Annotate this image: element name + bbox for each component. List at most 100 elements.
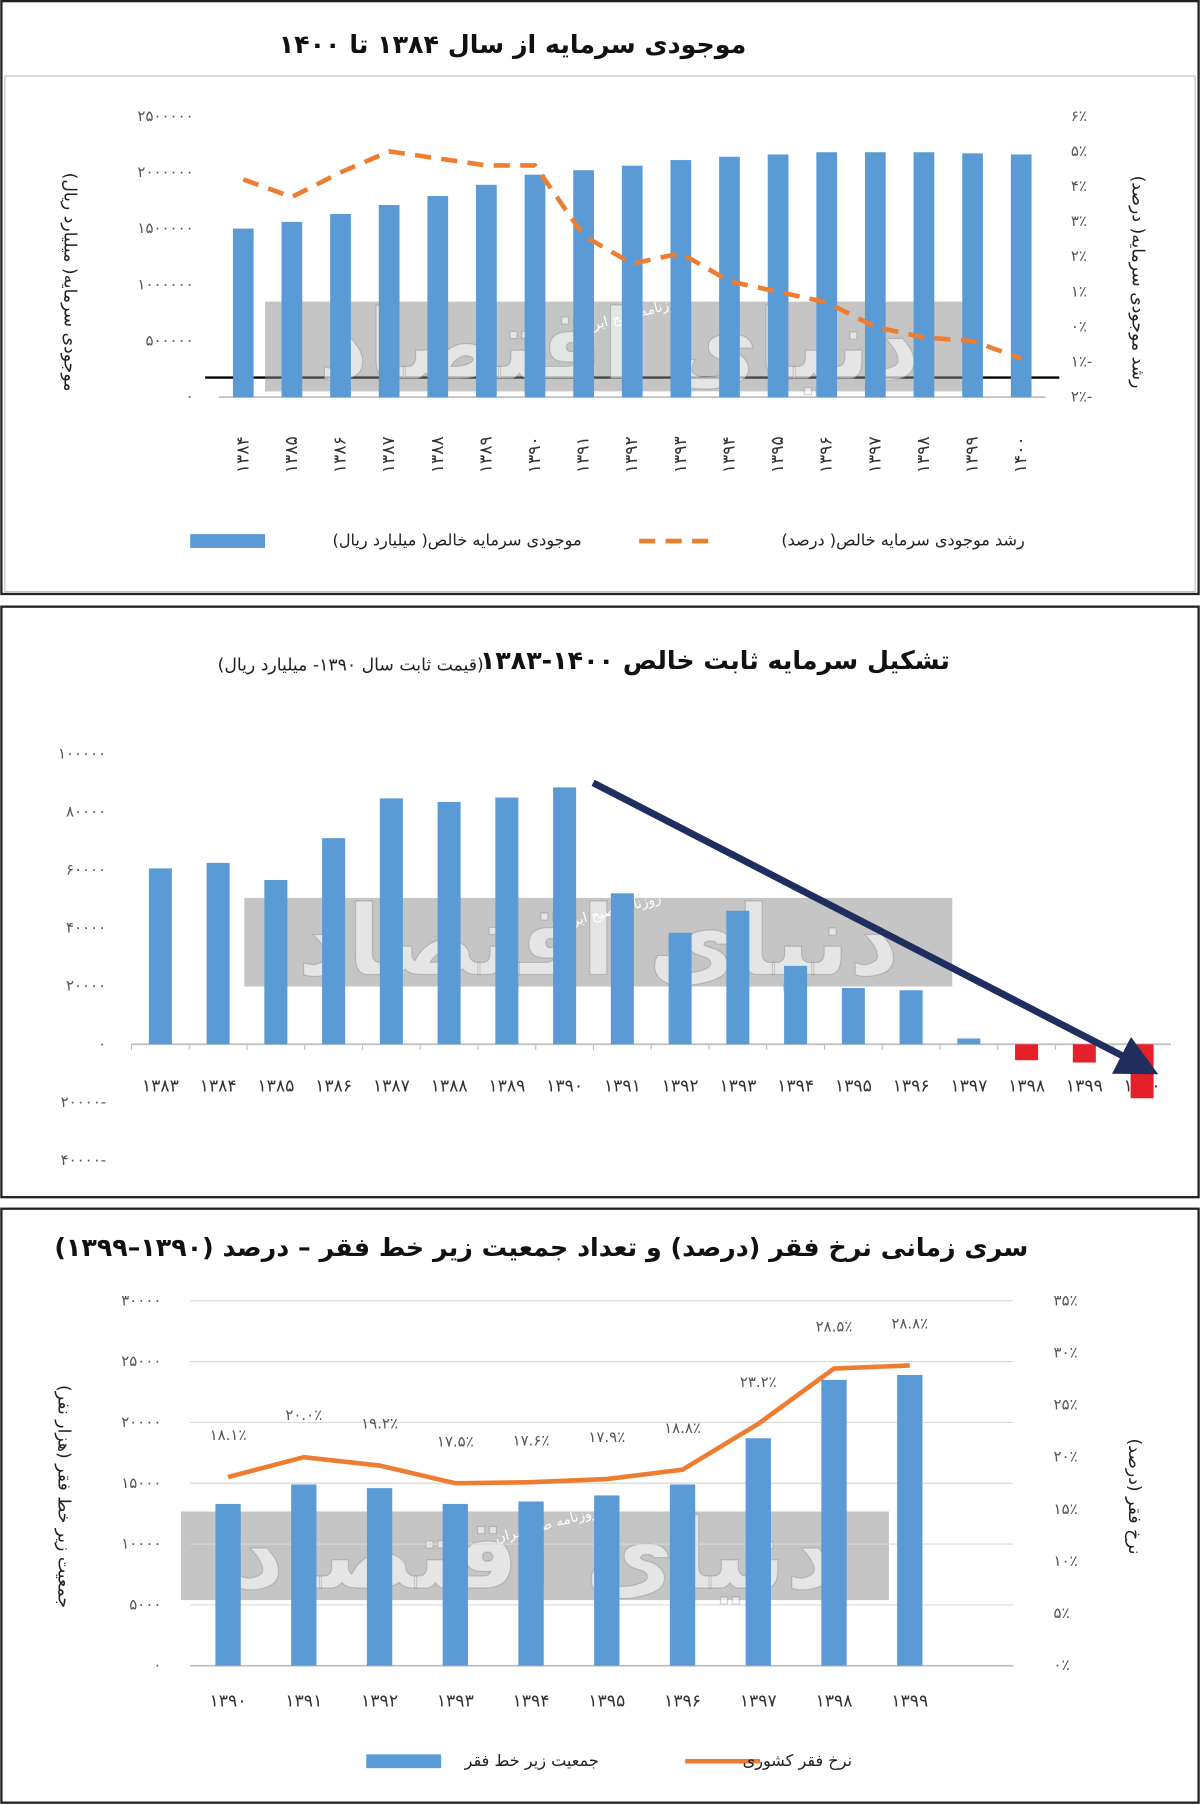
bar (1130, 1044, 1154, 1099)
y-axis-title: موجودی سرمایه( میلیارد ریال) (59, 173, 79, 392)
y2-tick-label: ۴٪ (1071, 177, 1087, 195)
legend-label: رشد موجودی سرمایه خالص( درصد) (781, 531, 1024, 551)
x-tick-label: ۱۳۹۳ (437, 1691, 474, 1711)
legend-swatch (366, 1754, 442, 1769)
y-tick-label: ۵۰۰۰۰۰ (145, 331, 193, 349)
y2-tick-label: ۱۰٪ (1054, 1552, 1078, 1570)
bar (366, 1488, 393, 1666)
y2-axis-title: رشد موجودی سرمایه( درصد) (1128, 176, 1148, 389)
x-tick-label: ۱۳۹۷ (950, 1077, 987, 1097)
y2-tick-label: ۱۵٪ (1054, 1500, 1078, 1518)
y-tick-label: ۰ (153, 1656, 161, 1674)
bar (767, 154, 789, 398)
y-tick-label: ۱۵۰۰۰ (121, 1474, 161, 1492)
y2-tick-label: ۵٪ (1054, 1604, 1070, 1622)
x-tick-label: ۱۳۹۹ (891, 1691, 928, 1711)
bar (264, 879, 288, 1045)
bar (437, 801, 461, 1045)
x-tick-label: ۱۳۹۶ (893, 1077, 930, 1097)
x-tick-label: ۱۳۹۹ (963, 436, 983, 473)
bar (1072, 1044, 1096, 1063)
y2-tick-label: ۳٪ (1071, 212, 1087, 230)
y2-tick-label: ۶٪ (1071, 107, 1087, 125)
chart-title: سری زمانی نرخ فقر (درصد) و تعداد جمعیت ز… (54, 1232, 1028, 1263)
x-tick-label: ۱۳۹۳ (719, 1077, 756, 1097)
y-tick-label: ۲۰۰۰۰- (61, 1093, 107, 1111)
x-tick-label: ۱۳۸۹ (476, 436, 496, 473)
x-tick-label: ۱۳۹۱ (285, 1691, 322, 1711)
x-tick-label: ۱۳۸۹ (488, 1077, 525, 1097)
x-tick-label: ۱۳۹۱ (574, 436, 594, 473)
watermark-band (244, 897, 953, 987)
y-tick-label: ۸۰۰۰۰ (66, 803, 106, 821)
x-tick-label: ۱۳۸۳ (142, 1077, 179, 1097)
bar (215, 1503, 241, 1666)
x-tick-label: ۱۳۹۸ (815, 1691, 852, 1711)
x-tick-label: ۱۳۸۸ (431, 1077, 468, 1097)
x-tick-label: ۱۳۹۱ (604, 1077, 641, 1097)
line (227, 1363, 910, 1486)
y-tick-label: ۳۰۰۰۰ (121, 1291, 161, 1309)
trend-arrow (591, 779, 1159, 1075)
bar (442, 1503, 468, 1666)
bar (573, 170, 594, 398)
data-label: ۲۸.۵٪ (816, 1318, 853, 1336)
bar (518, 1501, 544, 1666)
x-tick-label: ۱۳۹۸ (914, 436, 934, 473)
x-tick-label: ۱۳۸۴ (200, 1077, 237, 1097)
x-tick-label: ۱۳۸۸ (428, 436, 448, 473)
chart-title: تشکیل سرمایه ثابت خالص ۱۴۰۰-۱۳۸۳ (480, 645, 950, 676)
x-tick-label: ۱۳۹۶ (817, 436, 837, 473)
y2-tick-label: ۲٪- (1071, 388, 1092, 406)
y-tick-label: ۵۰۰۰ (129, 1595, 161, 1613)
y2-tick-label: ۰٪ (1054, 1656, 1070, 1674)
data-label: ۲۳.۲٪ (740, 1373, 777, 1391)
x-tick-label: ۱۳۸۵ (257, 1077, 294, 1097)
bar (594, 1495, 620, 1666)
bar (322, 838, 346, 1045)
x-tick-label: ۱۳۸۷ (379, 436, 399, 473)
bar (206, 862, 230, 1045)
x-tick-label: ۱۳۹۷ (865, 436, 885, 473)
data-label: ۱۷.۹٪ (588, 1428, 625, 1446)
bar (821, 1379, 847, 1666)
x-tick-label: ۱۳۹۲ (622, 436, 642, 473)
bar (913, 152, 935, 398)
y-tick-label: ۶۰۰۰۰ (66, 861, 106, 879)
bar (669, 1484, 696, 1666)
y-tick-label: ۴۰۰۰۰ (66, 919, 106, 937)
bar (745, 1438, 771, 1666)
legend-label: موجودی سرمایه خالص( میلیارد ریال) (333, 531, 582, 551)
bar (232, 228, 254, 398)
bar (621, 165, 643, 398)
y-tick-label: ۲۵۰۰۰۰۰ (137, 107, 193, 125)
data-label: ۱۷.۶٪ (513, 1431, 550, 1449)
y2-tick-label: ۲۰٪ (1054, 1448, 1078, 1466)
chart-subtitle: (قیمت ثابت سال ۱۳۹۰- میلیارد ریال) (218, 655, 484, 675)
y-tick-label: ۴۰۰۰۰- (61, 1151, 107, 1169)
bar (784, 965, 808, 1045)
bar (1010, 154, 1032, 398)
data-label: ۱۹.۲٪ (361, 1415, 398, 1433)
y2-tick-label: ۳۵٪ (1054, 1291, 1078, 1309)
bar (378, 205, 400, 398)
bar (719, 156, 740, 398)
x-tick-label: ۱۳۹۰ (546, 1077, 583, 1097)
y2-tick-label: ۱٪ (1071, 282, 1087, 300)
data-label: ۲۰.۰٪ (285, 1406, 322, 1424)
data-label: ۱۸.۱٪ (210, 1426, 247, 1444)
bar (553, 787, 577, 1045)
bar (379, 798, 403, 1045)
data-label: ۱۸.۸٪ (664, 1419, 701, 1437)
y-axis-title: جمعیت زیر خط فقر (هزار نفر) (54, 1385, 74, 1608)
bar (330, 214, 351, 398)
x-tick-label: ۱۳۸۴ (233, 436, 253, 473)
data-label: ۲۸.۸٪ (891, 1314, 928, 1332)
line (242, 149, 1022, 361)
y-tick-label: ۲۰۰۰۰ (66, 977, 106, 995)
bar (816, 152, 838, 398)
y2-tick-label: ۵٪ (1071, 142, 1087, 160)
bar (670, 160, 692, 398)
bar (962, 153, 983, 398)
